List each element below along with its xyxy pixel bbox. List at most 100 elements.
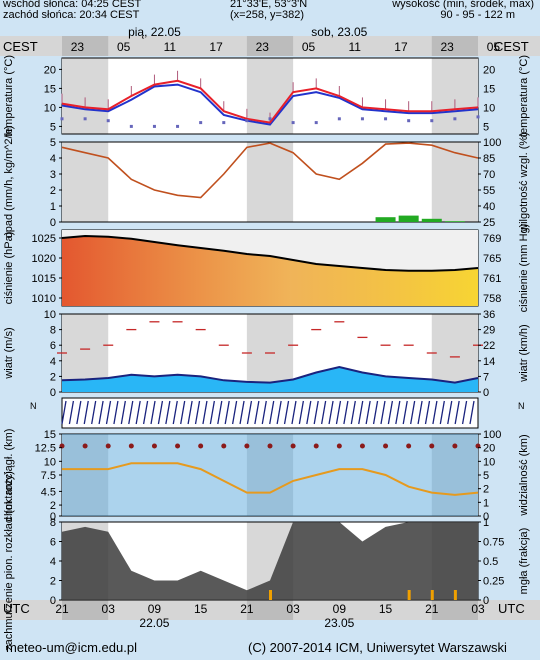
dewpoint-marker [291, 121, 295, 125]
wind-speed-line [61, 365, 479, 384]
bottom-tick-label: 09 [333, 602, 347, 616]
cloud-base-dot [82, 443, 88, 449]
temp-ylabel: temperatura (°C) [3, 55, 15, 137]
top-tick-label: 05 [487, 40, 501, 54]
wind-right-tick-label: 7 [483, 371, 489, 383]
visibility-line [62, 462, 479, 496]
precip-left-tick-label: 4 [50, 153, 56, 165]
wind-direction-arrow [76, 400, 82, 425]
wind-direction-arrow [291, 400, 297, 425]
compass-n-left: N [30, 401, 37, 411]
wind-direction-arrow [269, 400, 275, 425]
pressure-ylabel-right: ciśnienie (mm Hg) [518, 224, 530, 313]
bottom-tick-label: 03 [471, 602, 485, 616]
top-tick-label: 17 [394, 40, 408, 54]
cloudbase-left-tick-label: 12.5 [35, 443, 56, 455]
temp-right-tick-label: 10 [483, 102, 495, 114]
wind-ylabel-right: wiatr (km/h) [518, 324, 530, 382]
top-tick-label: 17 [209, 40, 223, 54]
fog-right-tick-label: 0 [483, 595, 489, 607]
wind-left-tick-label: 4 [50, 356, 56, 368]
pressure-area [62, 236, 478, 306]
wind-direction-arrow [283, 400, 290, 425]
wind-direction-arrow [424, 400, 431, 425]
pressure-right-tick-label: 761 [483, 273, 501, 285]
night-band-top-2 [431, 36, 478, 56]
wind-direction-arrow [135, 400, 141, 425]
visibility-right-tick-label: 5 [483, 470, 489, 482]
cloudbase-left-tick-label: 4.5 [41, 486, 56, 498]
temp-right-tick-label: 15 [483, 83, 495, 95]
dewpoint-marker [430, 119, 434, 123]
night-band-bottom-1 [246, 600, 294, 620]
visibility-right-tick-label: 20 [483, 443, 495, 455]
wind-direction-arrow [454, 400, 460, 425]
bottom-tick-label: 15 [194, 602, 208, 616]
wind-direction-arrow [120, 400, 126, 425]
wind-right-tick-label: 14 [483, 356, 495, 368]
cloud-left-tick-label: 8 [50, 517, 56, 529]
humidity-right-tick-label: 25 [483, 217, 495, 229]
sunset-text: zachód słońca: 20:34 CEST [3, 9, 140, 21]
cloud-base-dot [336, 443, 342, 449]
humidity-right-tick-label: 55 [483, 185, 495, 197]
pressure-right-tick-label: 758 [483, 293, 501, 305]
footer-email[interactable]: meteo-um@icm.edu.pl [6, 640, 137, 655]
fog-bar [453, 590, 457, 600]
wind-right-tick-label: 36 [483, 309, 495, 321]
wind-direction-arrow [313, 400, 319, 425]
utc-right: UTC [498, 601, 525, 616]
day2-label: sob, 23.05 [311, 25, 367, 39]
wind-left-tick-label: 0 [50, 387, 56, 399]
wind-left-tick-label: 2 [50, 371, 56, 383]
cloud-base-dot [267, 443, 273, 449]
tz-left: CEST [3, 39, 38, 54]
cloud-base-dot [198, 443, 204, 449]
wind-direction-arrow [298, 400, 305, 425]
wind-direction-arrow [395, 400, 401, 425]
wind-direction-arrow [157, 400, 164, 425]
wind-direction-arrow [68, 400, 75, 425]
dewpoint-marker [268, 117, 272, 121]
visibility-right-tick-label: 2 [483, 484, 489, 496]
dewpoint-marker [407, 119, 411, 123]
humidity-right-tick-label: 40 [483, 201, 495, 213]
cloud-base-dot [452, 443, 458, 449]
wind-direction-arrow [335, 400, 342, 425]
cloud-base-dot [175, 443, 181, 449]
wind-direction-arrow [209, 400, 216, 425]
visibility-right-tick-label: 1 [483, 497, 489, 509]
fog-bar [407, 590, 411, 600]
dewpoint-marker [360, 117, 364, 121]
wind-left-tick-label: 6 [50, 340, 56, 352]
precip-ylabel: opad (mm/h, kg/m^2/h) [3, 126, 15, 239]
visibility-right-tick-label: 0 [483, 511, 489, 523]
dewpoint-marker [176, 124, 180, 128]
wind-direction-arrow [202, 400, 208, 425]
cloudbase-left-tick-label: 2 [50, 500, 56, 512]
dewpoint-marker [314, 121, 318, 125]
visibility-ylabel: widzialność (km) [518, 434, 530, 516]
pressure-left-tick-label: 1010 [32, 293, 56, 305]
wind-direction-arrow [98, 400, 104, 425]
pressure-left-tick-label: 1015 [32, 273, 56, 285]
dewpoint-marker [83, 117, 87, 121]
night-band-bottom-2 [431, 600, 478, 620]
cloud-left-tick-label: 4 [50, 556, 56, 568]
fog-right-tick-label: 0.5 [483, 556, 498, 568]
wind-direction-arrow [194, 400, 201, 425]
night-shade-precipitation-0 [62, 142, 109, 222]
humidity-right-tick-label: 85 [483, 153, 495, 165]
wind-direction-arrow [417, 400, 423, 425]
night-band-bottom-0 [62, 600, 109, 620]
pressure-left-tick-label: 1025 [32, 233, 56, 245]
precip-left-tick-label: 1 [50, 201, 56, 213]
top-tick-label: 05 [302, 40, 316, 54]
wind-left-tick-label: 10 [44, 309, 56, 321]
bottom-tick-label: 03 [286, 602, 300, 616]
wind-right-tick-label: 22 [483, 340, 495, 352]
wind-direction-arrow [246, 400, 253, 425]
night-shade-temperature-0 [62, 58, 109, 134]
altitude-label: wysokość (min, środek, max) [392, 0, 534, 10]
precip-bar [444, 221, 465, 222]
